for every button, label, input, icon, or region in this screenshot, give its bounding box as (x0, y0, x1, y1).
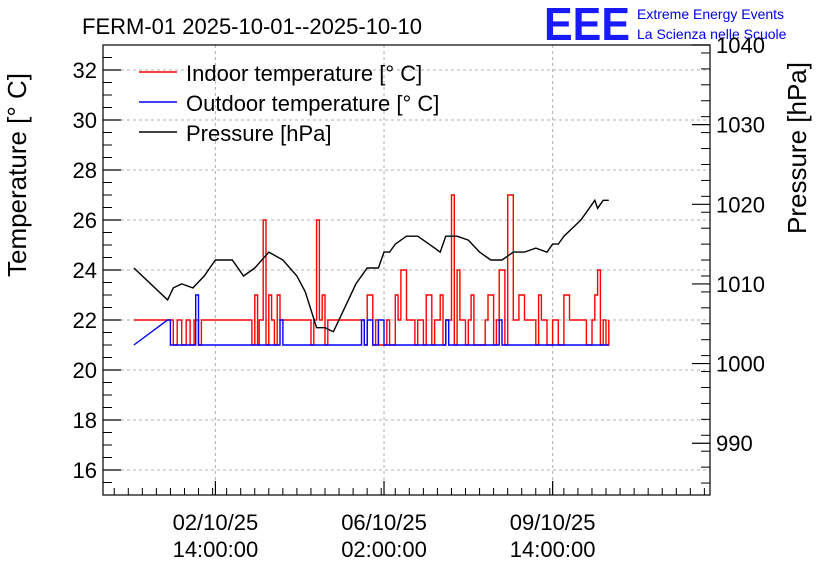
y-tick-label: 16 (73, 458, 97, 483)
series-group (133, 194, 610, 346)
eee-logo: EEE (544, 0, 630, 50)
series-line-1 (133, 294, 609, 346)
y-tick-label: 32 (73, 58, 97, 83)
chart-title: FERM-01 2025-10-01--2025-10-10 (82, 14, 422, 39)
series-line-0 (133, 194, 610, 346)
y-axis-label: Temperature [° C] (2, 73, 32, 277)
org-name-line1: Extreme Energy Events (637, 6, 784, 22)
y-tick-label: 28 (73, 158, 97, 183)
y2-tick-label: 1030 (716, 113, 765, 138)
series-line-2 (133, 198, 609, 333)
y-tick-label: 26 (73, 208, 97, 233)
axes: 16 18 20 22 24 26 28 30 32 990 1000 1010 1020 1030 104… (73, 33, 765, 562)
x-tick-label-date: 09/10/25 (510, 510, 596, 535)
y2-tick-label: 1040 (716, 33, 765, 58)
y-tick-label: 22 (73, 308, 97, 333)
x-tick-label-time: 14:00:00 (510, 537, 596, 562)
x-tick-label-date: 02/10/25 (173, 510, 259, 535)
legend-label-outdoor: Outdoor temperature [° C] (186, 91, 439, 116)
y2-tick-label: 1010 (716, 272, 765, 297)
y-tick-label: 20 (73, 358, 97, 383)
y-tick-label: 24 (73, 258, 97, 283)
legend: Indoor temperature [° C] Outdoor tempera… (139, 61, 439, 146)
y2-tick-label: 1020 (716, 192, 765, 217)
y-tick-label: 18 (73, 408, 97, 433)
y-tick-label: 30 (73, 108, 97, 133)
y2-axis-label: Pressure [hPa] (782, 62, 812, 234)
x-tick-label-time: 14:00:00 (173, 537, 259, 562)
y2-tick-label: 990 (716, 431, 753, 456)
y2-tick-label: 1000 (716, 352, 765, 377)
legend-label-pressure: Pressure [hPa] (186, 121, 332, 146)
legend-label-indoor: Indoor temperature [° C] (186, 61, 422, 86)
x-tick-label-date: 06/10/25 (341, 510, 427, 535)
x-tick-label-time: 02:00:00 (341, 537, 427, 562)
org-name-line2: La Scienza nelle Scuole (637, 26, 787, 42)
